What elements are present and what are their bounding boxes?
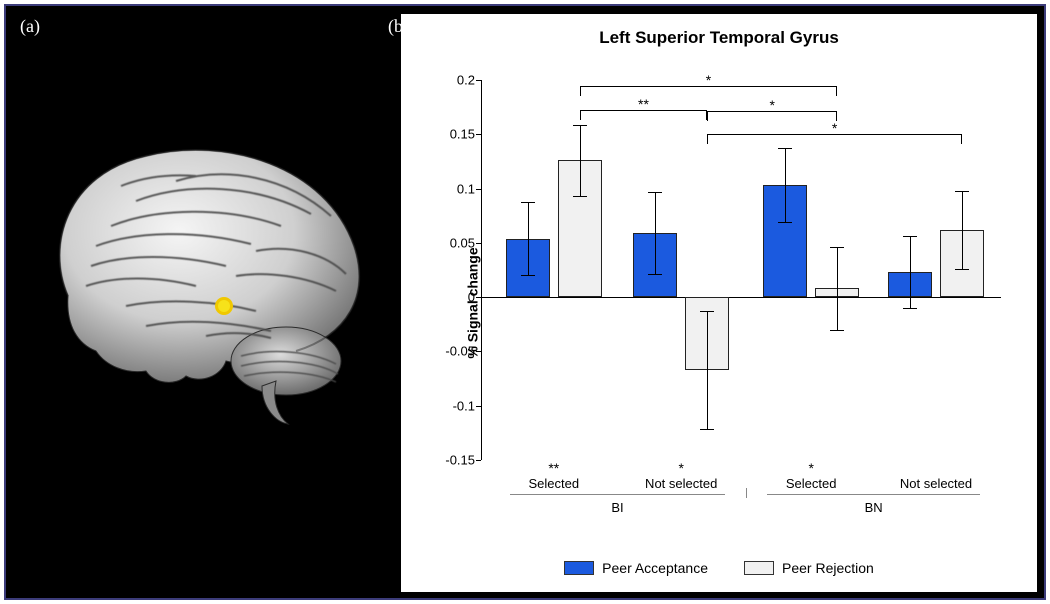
error-cap	[955, 269, 969, 270]
error-cap	[778, 148, 792, 149]
y-tick-label: -0.05	[445, 344, 475, 359]
x-condition-label: Not selected	[645, 476, 717, 491]
y-tick-label: 0	[468, 290, 475, 305]
chart-title: Left Superior Temporal Gyrus	[401, 28, 1037, 48]
error-cap	[830, 330, 844, 331]
error-bar	[785, 148, 786, 222]
error-cap	[903, 308, 917, 309]
x-group-line	[767, 494, 980, 495]
y-tick-mark	[476, 406, 481, 407]
error-cap	[573, 196, 587, 197]
legend: Peer Acceptance Peer Rejection	[401, 560, 1037, 576]
error-cap	[830, 247, 844, 248]
sig-bracket-label: *	[832, 120, 837, 136]
within-pair-sig: **	[548, 460, 559, 476]
x-condition-label: Selected	[529, 476, 580, 491]
y-tick-label: -0.15	[445, 453, 475, 468]
y-tick-mark	[476, 351, 481, 352]
y-axis-line	[481, 80, 482, 460]
y-tick-label: 0.05	[450, 235, 475, 250]
legend-swatch-rejection	[744, 561, 774, 575]
error-bar	[580, 125, 581, 197]
legend-swatch-acceptance	[564, 561, 594, 575]
error-bar	[655, 192, 656, 275]
error-cap	[903, 236, 917, 237]
brain-panel	[16, 46, 386, 566]
x-group-line	[510, 494, 725, 495]
error-cap	[778, 222, 792, 223]
error-bar	[707, 311, 708, 428]
sig-bracket-label: *	[706, 72, 711, 88]
y-tick-label: 0.1	[457, 181, 475, 196]
sig-bracket-label: *	[769, 97, 774, 113]
y-tick-mark	[476, 460, 481, 461]
error-bar	[837, 247, 838, 330]
chart-panel: Left Superior Temporal Gyrus % Signal ch…	[401, 14, 1037, 592]
y-tick-mark	[476, 243, 481, 244]
y-tick-mark	[476, 134, 481, 135]
x-condition-label: Not selected	[900, 476, 972, 491]
y-tick-label: -0.1	[453, 398, 475, 413]
legend-item-acceptance: Peer Acceptance	[564, 560, 708, 576]
x-group-label: BN	[865, 500, 883, 515]
panel-label-a: (a)	[20, 16, 40, 37]
figure-frame: (a) (b)	[4, 4, 1046, 600]
within-pair-sig: *	[678, 460, 683, 476]
y-tick-label: 0.15	[450, 127, 475, 142]
error-cap	[573, 125, 587, 126]
legend-label-acceptance: Peer Acceptance	[602, 560, 708, 576]
brain-render	[26, 126, 376, 426]
legend-item-rejection: Peer Rejection	[744, 560, 874, 576]
error-cap	[700, 429, 714, 430]
error-cap	[521, 202, 535, 203]
sig-bracket-label: **	[638, 96, 649, 112]
x-condition-label: Selected	[786, 476, 837, 491]
x-group-label: BI	[611, 500, 623, 515]
activation-highlight	[215, 297, 233, 315]
within-pair-sig: *	[808, 460, 813, 476]
error-bar	[910, 236, 911, 308]
error-cap	[955, 191, 969, 192]
y-tick-mark	[476, 189, 481, 190]
chart-area: -0.15-0.1-0.0500.050.10.150.2Selected**N…	[471, 70, 1011, 470]
y-tick-label: 0.2	[457, 73, 475, 88]
error-bar	[962, 191, 963, 269]
y-tick-mark	[476, 80, 481, 81]
error-cap	[521, 275, 535, 276]
error-cap	[648, 192, 662, 193]
group-divider	[746, 488, 747, 498]
zero-line	[481, 297, 1001, 298]
legend-label-rejection: Peer Rejection	[782, 560, 874, 576]
error-cap	[648, 274, 662, 275]
error-cap	[700, 311, 714, 312]
error-bar	[528, 202, 529, 276]
plot-region: -0.15-0.1-0.0500.050.10.150.2Selected**N…	[481, 80, 1001, 460]
